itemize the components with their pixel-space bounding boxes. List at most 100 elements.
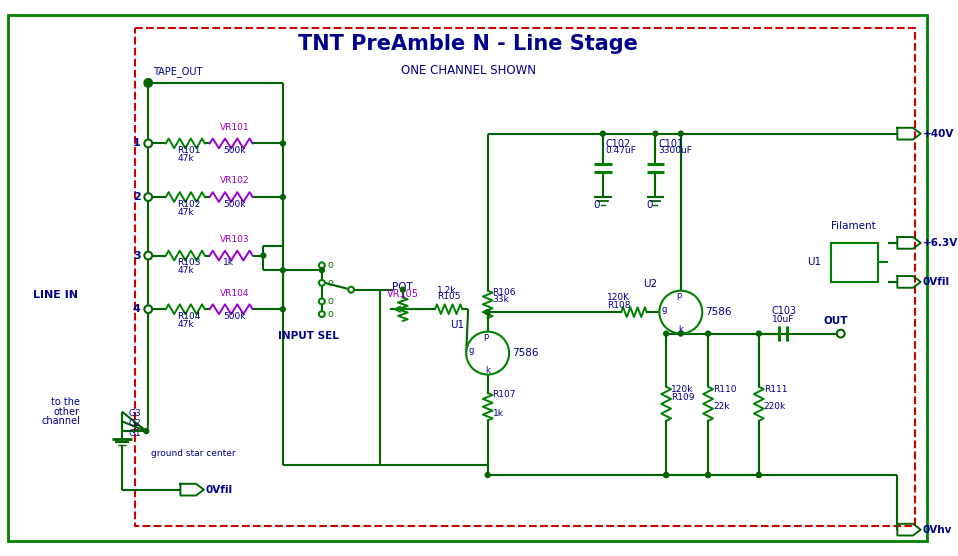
Text: R108: R108 (606, 301, 630, 310)
Text: 220k: 220k (764, 402, 786, 411)
Circle shape (319, 311, 325, 317)
Circle shape (653, 131, 658, 136)
Circle shape (664, 473, 669, 478)
Circle shape (348, 287, 354, 292)
Circle shape (678, 331, 683, 336)
Text: o: o (328, 296, 333, 306)
Text: +6.3V: +6.3V (923, 238, 958, 248)
Text: 0: 0 (646, 200, 652, 210)
Circle shape (146, 81, 150, 86)
Text: R105: R105 (437, 292, 461, 301)
Text: G2: G2 (128, 419, 142, 428)
Circle shape (706, 331, 711, 336)
FancyBboxPatch shape (831, 243, 878, 282)
Text: 1: 1 (133, 138, 141, 148)
Text: C103: C103 (771, 306, 797, 316)
Circle shape (145, 305, 152, 313)
Text: +40V: +40V (923, 128, 954, 138)
Text: g: g (468, 346, 473, 355)
Text: k: k (486, 366, 490, 375)
Text: k: k (678, 325, 683, 334)
Circle shape (281, 141, 285, 146)
Circle shape (659, 291, 702, 334)
Text: U2: U2 (643, 279, 657, 289)
Circle shape (706, 473, 711, 478)
Text: G3: G3 (128, 409, 142, 418)
Text: R103: R103 (177, 259, 201, 267)
Text: other: other (54, 406, 80, 416)
Text: POT: POT (393, 282, 413, 292)
Text: 47k: 47k (177, 320, 194, 329)
Text: 7586: 7586 (513, 348, 538, 358)
Text: 3300uF: 3300uF (658, 146, 693, 155)
Text: ground star center: ground star center (151, 449, 236, 458)
Circle shape (144, 429, 148, 434)
Text: o: o (328, 278, 333, 288)
Text: p: p (676, 291, 681, 300)
Text: 1.2k: 1.2k (437, 286, 456, 295)
Circle shape (281, 268, 285, 272)
Text: VR104: VR104 (219, 289, 249, 297)
Text: Filament: Filament (831, 221, 876, 231)
Circle shape (757, 473, 762, 478)
Circle shape (261, 253, 265, 258)
Text: R101: R101 (177, 146, 201, 155)
Circle shape (400, 287, 405, 292)
Circle shape (757, 473, 762, 478)
Circle shape (486, 473, 490, 478)
Circle shape (281, 307, 285, 312)
Text: 0: 0 (593, 200, 600, 210)
Text: VR105: VR105 (387, 290, 419, 300)
Text: U2: U2 (846, 252, 859, 262)
Text: 500k: 500k (223, 200, 246, 209)
Text: o: o (328, 309, 333, 319)
Text: 10uF: 10uF (771, 315, 794, 324)
Text: 3: 3 (133, 251, 141, 261)
Text: 120k: 120k (671, 385, 694, 394)
Text: G1: G1 (128, 429, 142, 438)
Text: R104: R104 (177, 312, 201, 321)
Text: C101: C101 (658, 138, 683, 148)
Circle shape (319, 299, 325, 304)
Text: 47k: 47k (177, 154, 194, 163)
Text: 1k: 1k (223, 259, 235, 267)
Text: ONE CHANNEL SHOWN: ONE CHANNEL SHOWN (400, 64, 536, 77)
Circle shape (486, 310, 490, 315)
Text: 1k: 1k (492, 409, 504, 418)
Text: 0.47uF: 0.47uF (605, 146, 636, 155)
Text: R109: R109 (671, 393, 695, 402)
Text: to the: to the (51, 397, 80, 407)
Circle shape (664, 473, 669, 478)
Text: TAPE_OUT: TAPE_OUT (153, 66, 202, 77)
Text: 33k: 33k (492, 295, 510, 304)
Circle shape (837, 330, 845, 337)
Text: R102: R102 (177, 200, 201, 209)
Text: channel: channel (41, 416, 80, 426)
Circle shape (664, 331, 669, 336)
Text: VR101: VR101 (219, 123, 249, 132)
Circle shape (678, 131, 683, 136)
Text: C102: C102 (605, 138, 631, 148)
Circle shape (319, 280, 325, 286)
Text: 0Vfil: 0Vfil (206, 485, 233, 495)
Text: LINE IN: LINE IN (33, 290, 78, 300)
Text: VR103: VR103 (219, 235, 249, 244)
Text: R111: R111 (764, 385, 787, 394)
Text: o: o (328, 260, 333, 270)
Circle shape (145, 193, 152, 201)
Text: 47k: 47k (177, 208, 194, 217)
Text: U1: U1 (450, 320, 465, 330)
Text: 0Vfil: 0Vfil (923, 277, 949, 287)
Text: INPUT SEL: INPUT SEL (278, 331, 339, 341)
Text: OUT: OUT (824, 316, 848, 326)
Circle shape (281, 195, 285, 200)
Text: 7586: 7586 (705, 307, 732, 317)
Text: 120K: 120K (606, 294, 629, 302)
Text: 500k: 500k (223, 146, 246, 155)
Circle shape (319, 268, 325, 272)
Text: VR102: VR102 (219, 176, 249, 185)
Circle shape (145, 140, 152, 147)
Text: 500k: 500k (223, 312, 246, 321)
Circle shape (145, 79, 152, 87)
Text: 22k: 22k (713, 402, 729, 411)
